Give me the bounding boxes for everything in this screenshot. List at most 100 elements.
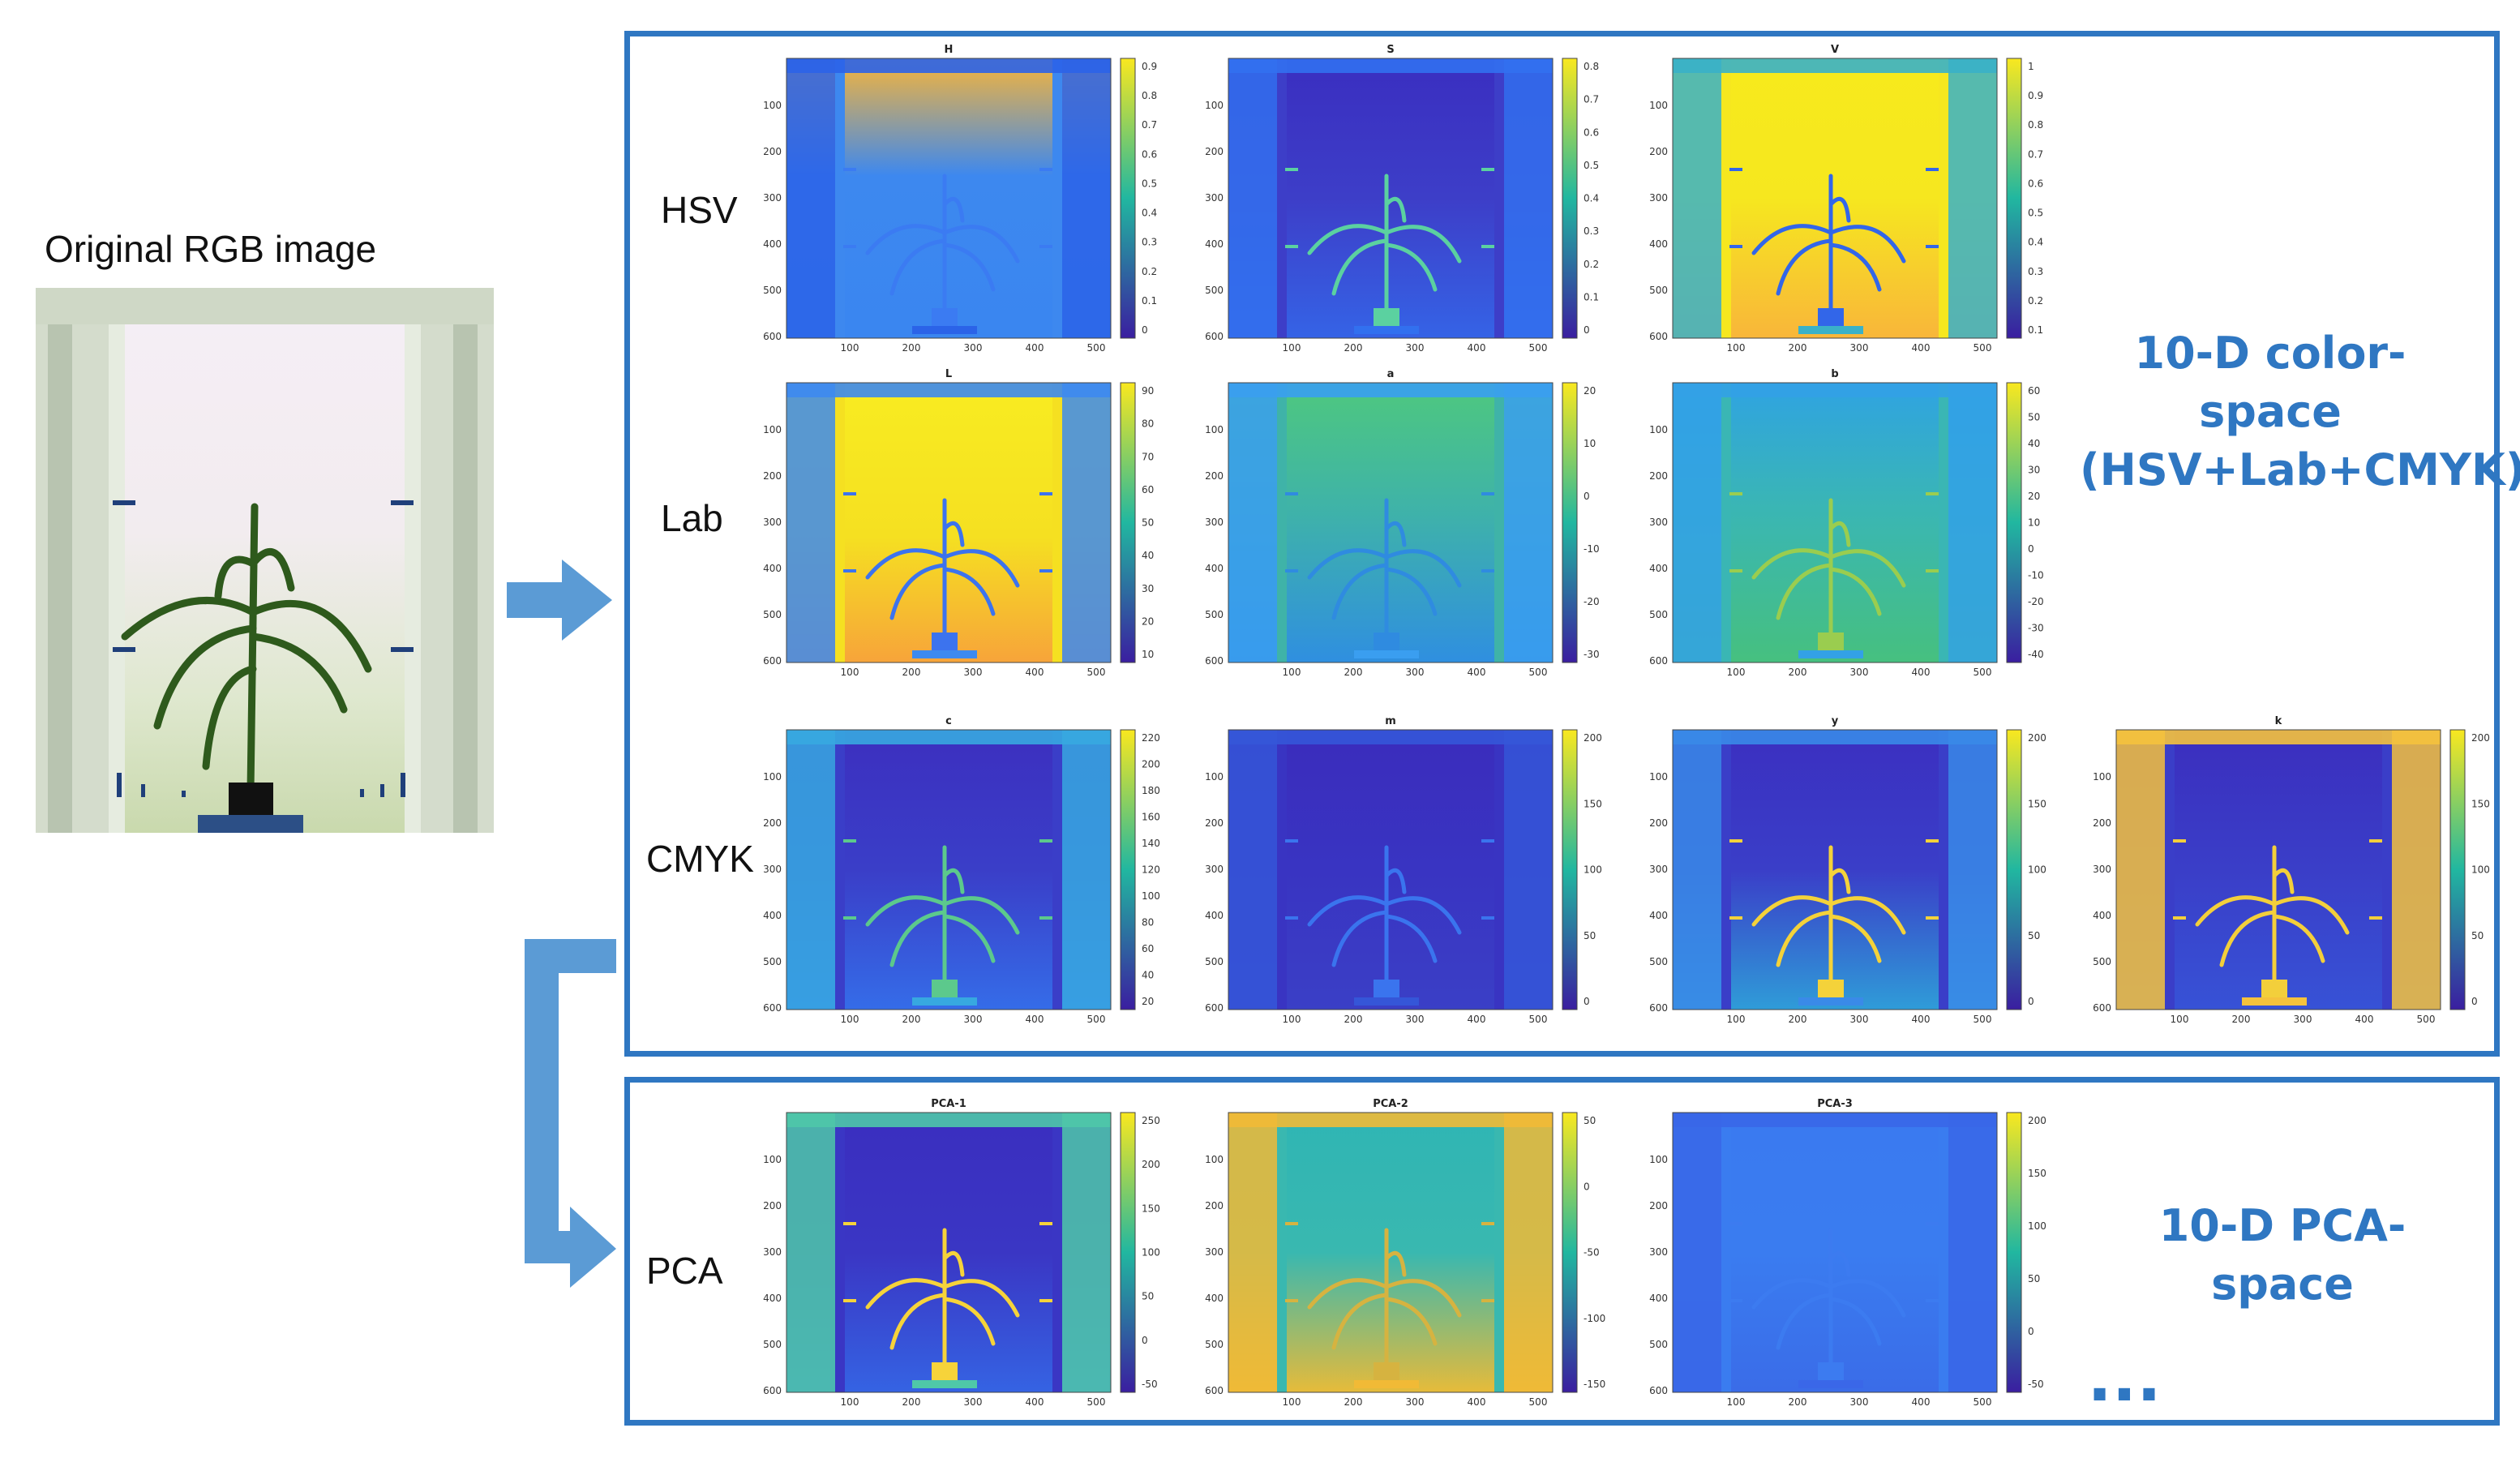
y-tick-label: 600 bbox=[1649, 1002, 1668, 1014]
heatmap-panel-c: c 220 200 180 160 140 120 100 80 60 40 20 100 200 300 4… bbox=[763, 715, 1216, 1042]
colorbar-tick-label: 0.3 bbox=[1584, 225, 1599, 237]
colorbar-tick-label: 150 bbox=[1142, 1203, 1160, 1214]
y-tick-label: 100 bbox=[1205, 424, 1224, 435]
colorbar-tick-label: 100 bbox=[1142, 890, 1160, 902]
x-tick-label: 200 bbox=[1344, 667, 1363, 678]
colorbar-tick-label: 0.7 bbox=[1142, 119, 1157, 131]
x-tick-label: 200 bbox=[1789, 1014, 1807, 1025]
colorbar-tick-label: 0.6 bbox=[1142, 148, 1157, 160]
heatmap-panel-s: S 0.8 0.7 0.6 0.5 0.4 0.3 0.2 0.1 0 100 200 300 400 50… bbox=[1205, 44, 1658, 371]
x-tick-label: 500 bbox=[1529, 1014, 1548, 1025]
colorbar-tick-label: 40 bbox=[2028, 438, 2040, 449]
colorbar-tick-label: 0.5 bbox=[2028, 208, 2043, 219]
x-tick-label: 400 bbox=[2355, 1014, 2374, 1025]
original-rgb-image bbox=[36, 288, 494, 833]
panel-title: c bbox=[945, 715, 952, 727]
y-tick-label: 500 bbox=[1205, 609, 1224, 620]
colorbar bbox=[2006, 729, 2022, 1010]
y-tick-label: 300 bbox=[1205, 517, 1224, 528]
colorbar-tick-label: 200 bbox=[2471, 732, 2490, 744]
x-tick-label: 200 bbox=[1344, 1014, 1363, 1025]
colorbar-tick-label: 60 bbox=[1142, 484, 1154, 495]
colorbar-tick-label: 0.4 bbox=[1142, 208, 1157, 219]
colorbar-tick-label: 150 bbox=[1584, 798, 1602, 809]
colorbar-tick-label: 0.1 bbox=[1142, 295, 1157, 307]
plant-shape bbox=[1751, 498, 1906, 645]
colorbar-tick-label: 100 bbox=[1584, 864, 1602, 876]
x-tick-label: 200 bbox=[1344, 342, 1363, 354]
y-tick-label: 400 bbox=[1205, 1293, 1224, 1304]
ellipsis: ... bbox=[2087, 1340, 2162, 1416]
y-tick-label: 300 bbox=[1649, 192, 1668, 204]
colorbar-tick-label: 0 bbox=[1584, 1181, 1590, 1192]
x-tick-label: 400 bbox=[1026, 667, 1044, 678]
colorbar-tick-label: 0 bbox=[1142, 1335, 1148, 1346]
plant-shape bbox=[865, 174, 1020, 320]
x-tick-label: 200 bbox=[2232, 1014, 2251, 1025]
colorbar-tick-label: -30 bbox=[1584, 649, 1600, 660]
x-tick-label: 100 bbox=[841, 667, 859, 678]
colorbar-tick-label: 100 bbox=[2471, 864, 2490, 876]
x-tick-label: 500 bbox=[1087, 1396, 1106, 1408]
colorbar-tick-label: 0.7 bbox=[1584, 94, 1599, 105]
colorbar bbox=[1562, 729, 1578, 1010]
colorbar-tick-label: 10 bbox=[2028, 517, 2040, 529]
colorbar-tick-label: -50 bbox=[1142, 1379, 1158, 1390]
y-tick-label: 500 bbox=[763, 609, 782, 620]
y-tick-label: 400 bbox=[1205, 910, 1224, 921]
x-tick-label: 300 bbox=[1850, 1014, 1869, 1025]
colorbar-tick-label: 10 bbox=[1142, 649, 1154, 660]
colorbar bbox=[2006, 1112, 2022, 1393]
x-tick-label: 300 bbox=[964, 342, 983, 354]
x-tick-label: 500 bbox=[1974, 1014, 1992, 1025]
colorbar-tick-label: 60 bbox=[1142, 943, 1154, 954]
panel-title: b bbox=[1831, 368, 1839, 380]
colorbar-tick-label: 180 bbox=[1142, 785, 1160, 796]
x-tick-label: 100 bbox=[1727, 1014, 1746, 1025]
colorbar-tick-label: 50 bbox=[1584, 1115, 1596, 1126]
colorbar bbox=[2006, 58, 2022, 339]
heatmap-panel-a: a 20 10 0 -10 -20 -30 100 200 300 400 500 600 100 200 3… bbox=[1205, 368, 1658, 695]
colorbar-tick-label: 50 bbox=[2028, 930, 2040, 941]
arrow-to-pca bbox=[525, 939, 616, 1288]
y-tick-label: 200 bbox=[1205, 1200, 1224, 1211]
colorspace-summary: 10-D color-space (HSV+Lab+CMYK) bbox=[2080, 324, 2520, 500]
y-tick-label: 200 bbox=[763, 817, 782, 829]
x-tick-label: 500 bbox=[1529, 667, 1548, 678]
y-tick-label: 100 bbox=[2093, 771, 2111, 783]
x-tick-label: 300 bbox=[1850, 667, 1869, 678]
colorbar-tick-label: 100 bbox=[2028, 864, 2046, 876]
x-tick-label: 200 bbox=[1344, 1396, 1363, 1408]
colorbar-tick-label: 0.2 bbox=[2028, 295, 2043, 307]
colorbar-tick-label: -100 bbox=[1584, 1313, 1605, 1324]
y-tick-label: 400 bbox=[1205, 238, 1224, 250]
colorbar-tick-label: 120 bbox=[1142, 864, 1160, 876]
panel-title: S bbox=[1386, 44, 1395, 56]
colorbar bbox=[1120, 1112, 1136, 1393]
y-tick-label: 200 bbox=[763, 1200, 782, 1211]
colorbar-tick-label: 200 bbox=[2028, 1115, 2046, 1126]
colorbar-tick-label: 0.9 bbox=[1142, 61, 1157, 72]
y-tick-label: 400 bbox=[763, 563, 782, 574]
plant-shape bbox=[2195, 845, 2350, 992]
x-tick-label: 300 bbox=[1850, 1396, 1869, 1408]
colorbar-tick-label: 0 bbox=[1584, 996, 1590, 1007]
colorbar-tick-label: 20 bbox=[1584, 385, 1596, 397]
colorbar-tick-label: 80 bbox=[1142, 418, 1154, 430]
y-tick-label: 500 bbox=[1205, 285, 1224, 296]
colorbar-tick-label: 0 bbox=[2028, 543, 2034, 555]
x-tick-label: 100 bbox=[841, 1396, 859, 1408]
colorbar-tick-label: 0.4 bbox=[2028, 237, 2043, 248]
colorbar-tick-label: 220 bbox=[1142, 732, 1160, 744]
colorbar bbox=[1120, 382, 1136, 663]
colorbar-tick-label: 50 bbox=[2471, 930, 2484, 941]
y-tick-label: 500 bbox=[1649, 956, 1668, 967]
y-tick-label: 300 bbox=[1205, 1246, 1224, 1258]
colorbar-tick-label: 100 bbox=[1142, 1247, 1160, 1259]
panel-title: L bbox=[945, 368, 953, 380]
heatmap-svg: 90 80 70 60 50 40 30 20 10 100 200 300 400 500 600 100 2… bbox=[763, 382, 1154, 678]
heatmap-panel-b: b 60 50 40 30 20 10 0 -10 -20 -30 -40 100 200 300 400 50… bbox=[1649, 368, 2102, 695]
heatmap-panel-k: k 200 150 100 50 0 100 200 300 400 500 600 100 200 300… bbox=[2093, 715, 2520, 1042]
x-tick-label: 300 bbox=[1850, 342, 1869, 354]
